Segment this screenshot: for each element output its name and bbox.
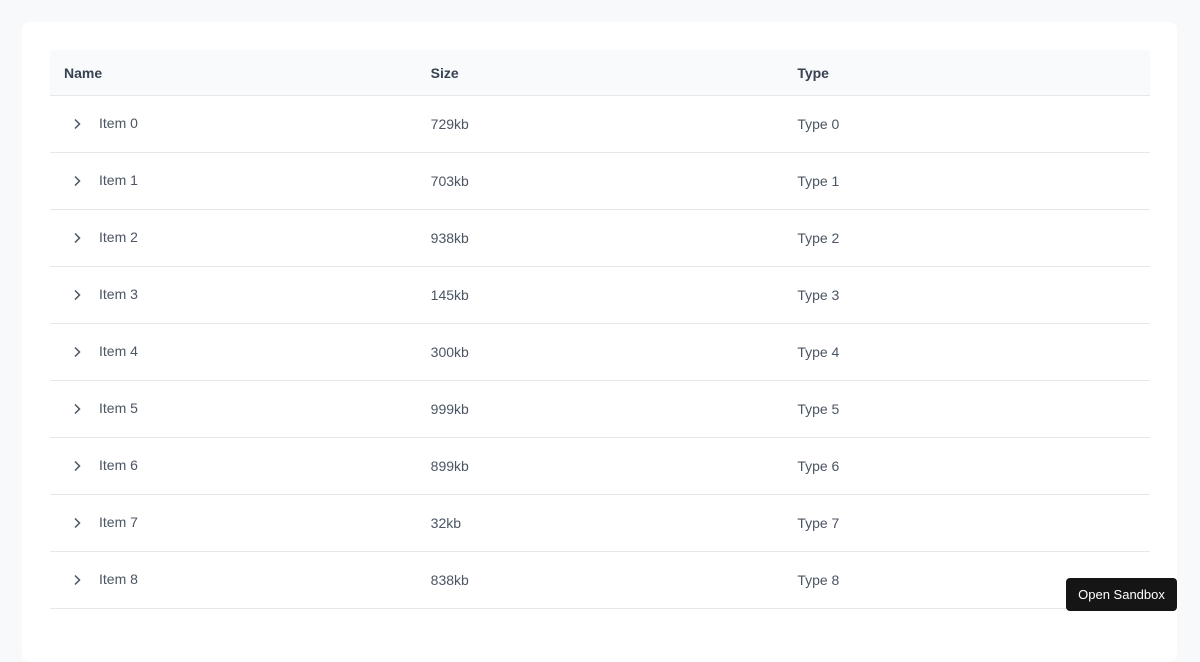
table-header-row: Name Size Type — [50, 50, 1150, 96]
table-row[interactable]: Item 0 729kb Type 0 — [50, 95, 1150, 153]
column-header-size[interactable]: Size — [416, 50, 784, 96]
name-cell: Item 4 — [50, 323, 417, 381]
size-cell: 899kb — [416, 437, 784, 495]
chevron-right-icon[interactable] — [70, 288, 84, 302]
size-cell: 938kb — [416, 209, 784, 267]
name-cell: Item 0 — [50, 95, 417, 153]
type-cell: Type 7 — [783, 494, 1150, 552]
chevron-right-icon[interactable] — [70, 117, 84, 131]
item-name: Item 7 — [99, 514, 138, 530]
type-cell: Type 3 — [783, 266, 1150, 324]
chevron-right-icon[interactable] — [70, 573, 84, 587]
name-cell-content: Item 3 — [64, 286, 403, 303]
table-row[interactable]: Item 5 999kb Type 5 — [50, 380, 1150, 438]
size-cell: 32kb — [416, 494, 784, 552]
type-cell: Type 4 — [783, 323, 1150, 381]
table-row[interactable]: Item 2 938kb Type 2 — [50, 209, 1150, 267]
name-cell: Item 3 — [50, 266, 417, 324]
name-cell-content: Item 1 — [64, 172, 403, 189]
type-cell: Type 0 — [783, 95, 1150, 153]
item-name: Item 5 — [99, 400, 138, 416]
name-cell-content: Item 6 — [64, 457, 403, 474]
name-cell-content: Item 8 — [64, 571, 403, 588]
type-cell: Type 1 — [783, 152, 1150, 210]
table-card: Name Size Type Item 0 729kb Type 0 Item 1… — [22, 22, 1177, 662]
size-cell: 703kb — [416, 152, 784, 210]
name-cell: Item 8 — [50, 551, 417, 609]
name-cell: Item 6 — [50, 437, 417, 495]
name-cell: Item 5 — [50, 380, 417, 438]
table-row[interactable]: Item 3 145kb Type 3 — [50, 266, 1150, 324]
table-row[interactable]: Item 7 32kb Type 7 — [50, 494, 1150, 552]
item-name: Item 1 — [99, 172, 138, 188]
size-cell: 729kb — [416, 95, 784, 153]
item-name: Item 8 — [99, 571, 138, 587]
chevron-right-icon[interactable] — [70, 402, 84, 416]
item-name: Item 2 — [99, 229, 138, 245]
type-cell: Type 5 — [783, 380, 1150, 438]
size-cell: 838kb — [416, 551, 784, 609]
item-name: Item 4 — [99, 343, 138, 359]
table-row[interactable]: Item 8 838kb Type 8 — [50, 551, 1150, 609]
chevron-right-icon[interactable] — [70, 174, 84, 188]
table-row[interactable]: Item 1 703kb Type 1 — [50, 152, 1150, 210]
name-cell-content: Item 0 — [64, 115, 403, 132]
name-cell: Item 2 — [50, 209, 417, 267]
name-cell: Item 7 — [50, 494, 417, 552]
chevron-right-icon[interactable] — [70, 231, 84, 245]
size-cell: 999kb — [416, 380, 784, 438]
type-cell: Type 2 — [783, 209, 1150, 267]
type-cell: Type 6 — [783, 437, 1150, 495]
column-header-type[interactable]: Type — [783, 50, 1150, 96]
item-name: Item 0 — [99, 115, 138, 131]
table-row[interactable]: Item 6 899kb Type 6 — [50, 437, 1150, 495]
chevron-right-icon[interactable] — [70, 516, 84, 530]
item-name: Item 6 — [99, 457, 138, 473]
name-cell: Item 1 — [50, 152, 417, 210]
name-cell-content: Item 2 — [64, 229, 403, 246]
table-row[interactable]: Item 4 300kb Type 4 — [50, 323, 1150, 381]
name-cell-content: Item 5 — [64, 400, 403, 417]
name-cell-content: Item 7 — [64, 514, 403, 531]
data-table: Name Size Type Item 0 729kb Type 0 Item 1… — [50, 50, 1150, 609]
chevron-right-icon[interactable] — [70, 345, 84, 359]
size-cell: 300kb — [416, 323, 784, 381]
size-cell: 145kb — [416, 266, 784, 324]
item-name: Item 3 — [99, 286, 138, 302]
chevron-right-icon[interactable] — [70, 459, 84, 473]
name-cell-content: Item 4 — [64, 343, 403, 360]
column-header-name[interactable]: Name — [50, 50, 417, 96]
open-sandbox-button[interactable]: Open Sandbox — [1066, 578, 1177, 611]
